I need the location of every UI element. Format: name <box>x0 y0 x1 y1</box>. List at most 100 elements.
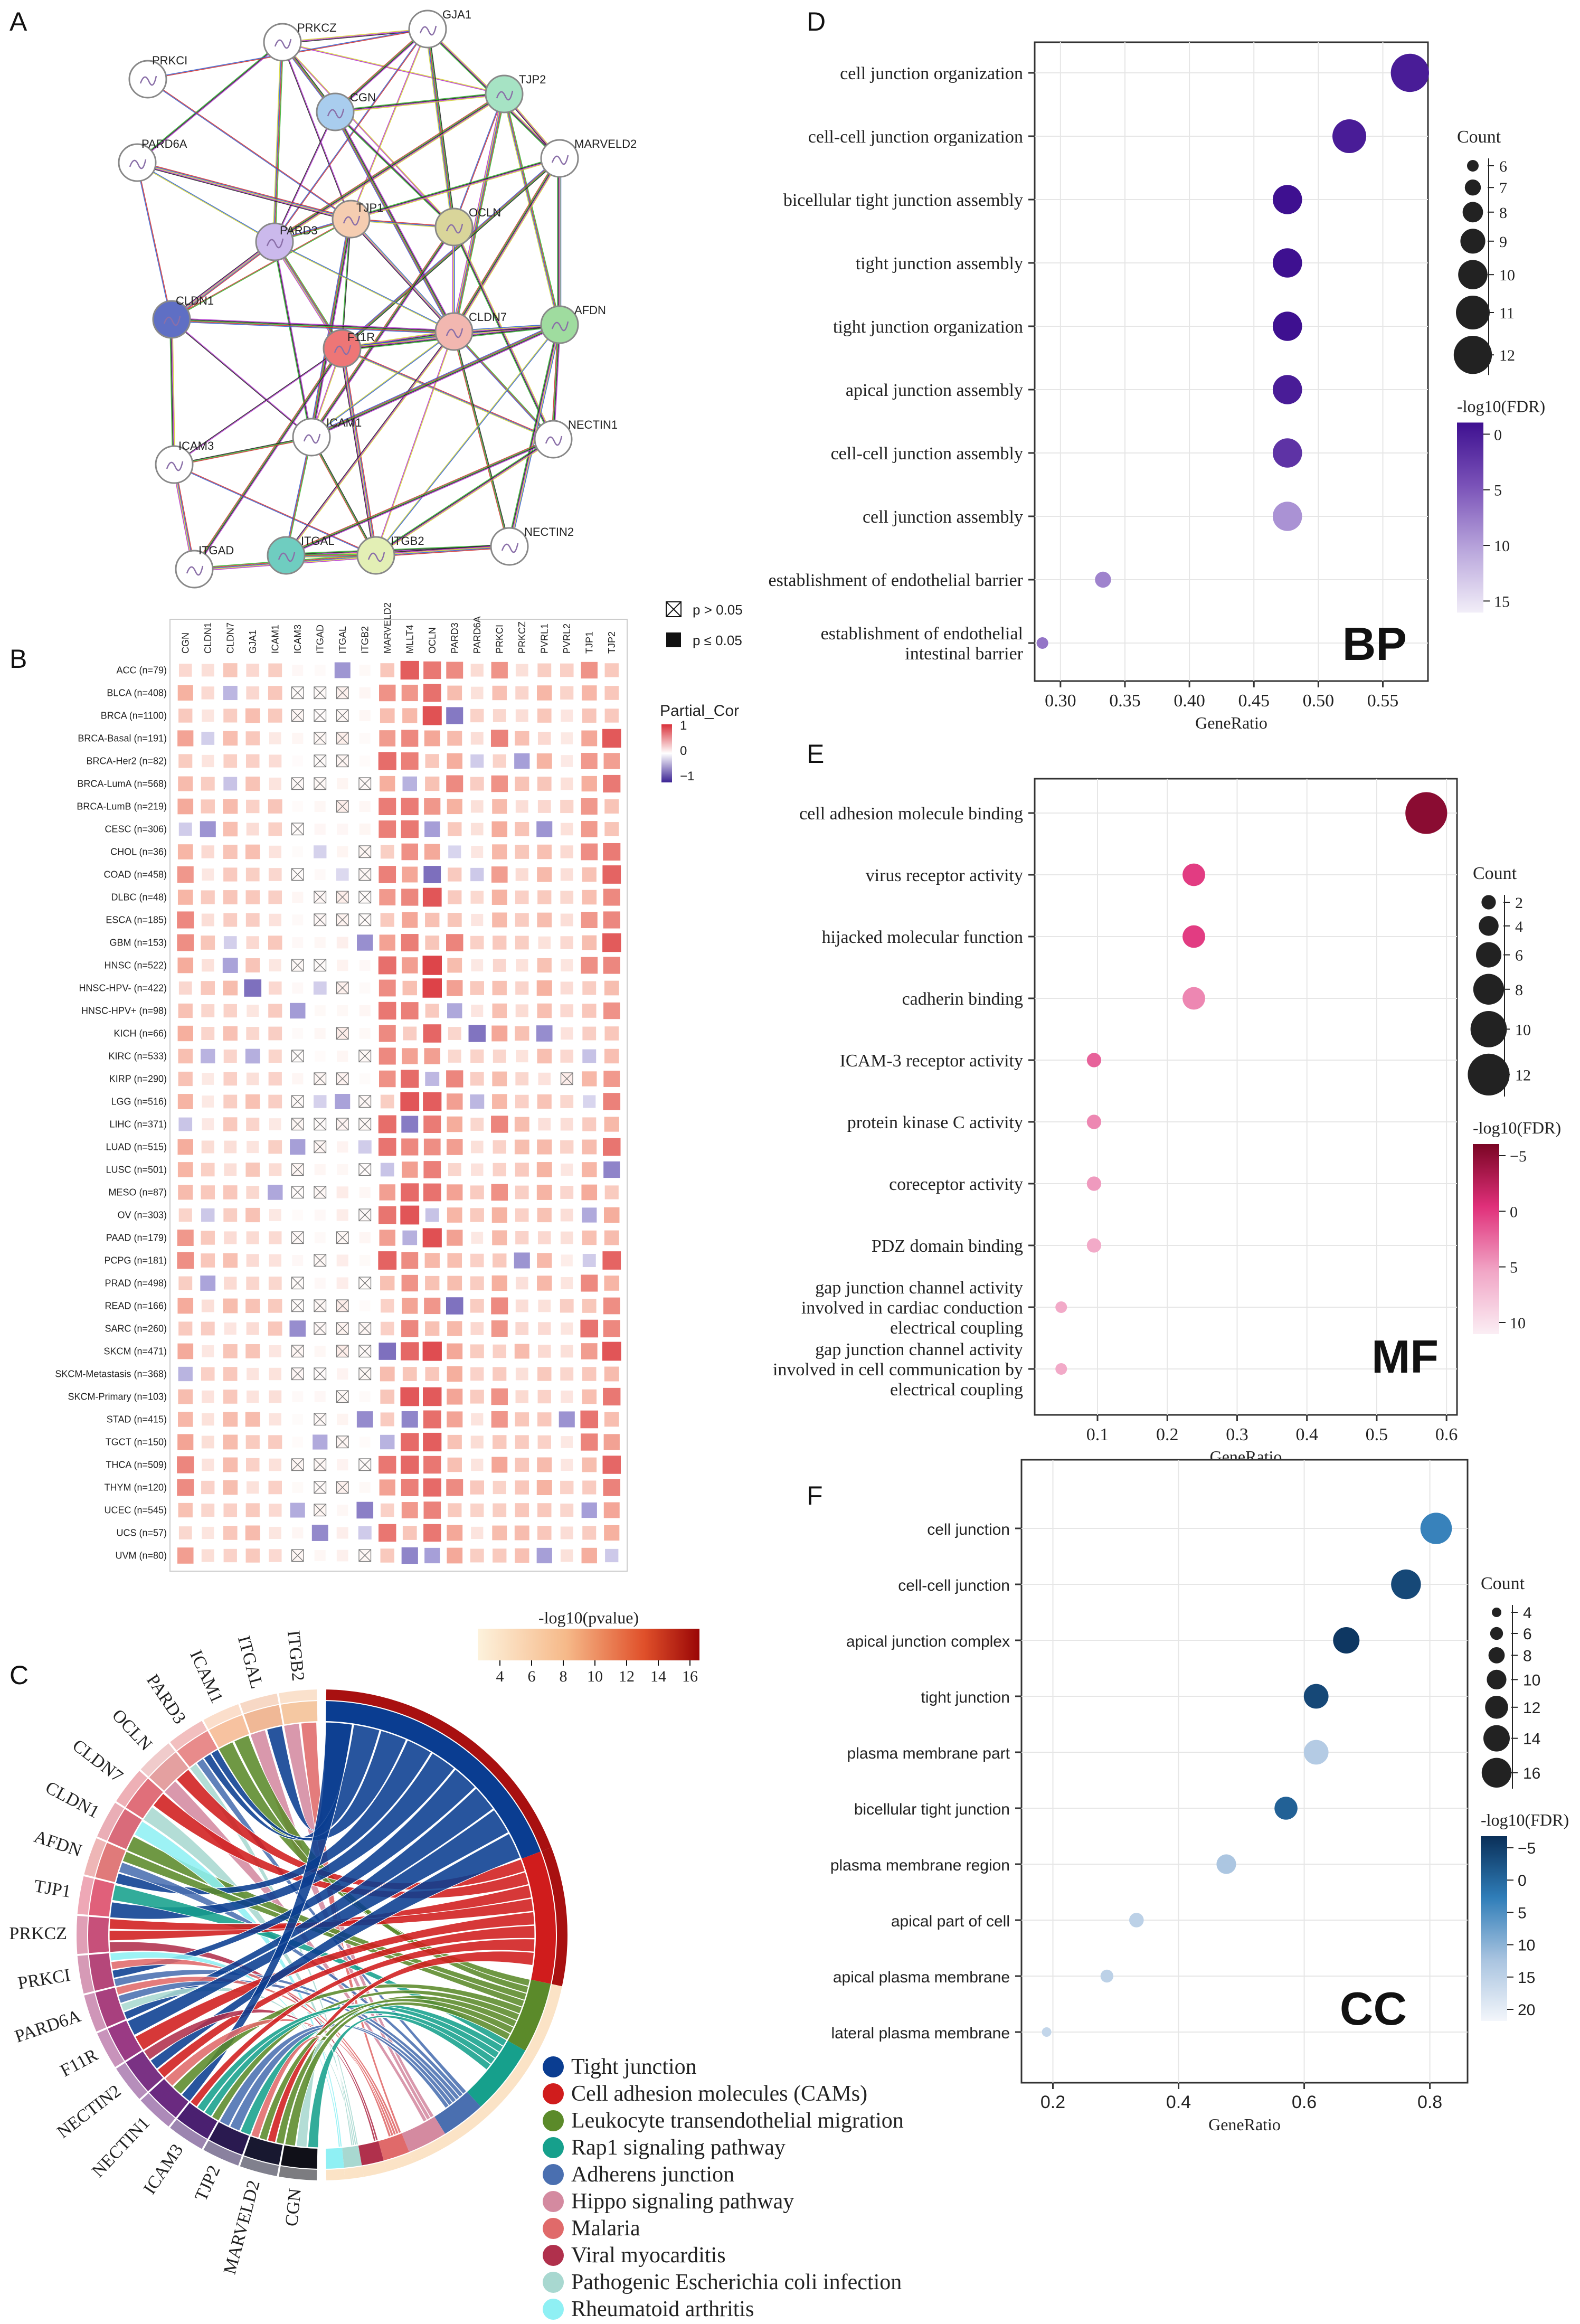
heatmap-cell <box>222 958 238 973</box>
dotplot-point <box>1182 987 1205 1010</box>
heatmap-cell <box>401 684 418 702</box>
heatmap-cell <box>602 1342 621 1361</box>
chord-colorbar-tick: 4 <box>496 1668 504 1685</box>
heatmap-cell <box>268 822 282 836</box>
heatmap-cell <box>538 1322 551 1335</box>
heatmap-cell <box>515 1185 529 1199</box>
heatmap-cell <box>379 1230 395 1246</box>
network-edge <box>274 42 283 242</box>
heatmap-cancer-label: LIHC (n=371) <box>109 1119 167 1130</box>
heatmap-nonsig-cross <box>336 913 349 926</box>
heatmap-cell <box>560 913 573 927</box>
heatmap-cell <box>603 1502 620 1518</box>
heatmap-cell <box>246 1458 260 1472</box>
heatmap-cell <box>470 1253 484 1268</box>
heatmap-cell <box>400 660 419 680</box>
network-edge <box>172 319 176 465</box>
heatmap-cell <box>379 934 395 951</box>
heatmap-cell <box>470 867 484 882</box>
partial-correlation-heatmap-panel: CGN CLDN1 CLDN7 GJA1 ICAM1 ICAM3 ITGAD ITGAL ITG… <box>55 601 743 1572</box>
heatmap-cell <box>471 959 484 971</box>
network-edge <box>282 28 428 42</box>
heatmap-cell <box>422 706 442 725</box>
heatmap-cell <box>492 1071 507 1087</box>
dotplot-term-label: bicellular tight junction <box>854 1801 1010 1818</box>
heatmap-cell <box>493 754 506 768</box>
heatmap-cell <box>492 980 507 996</box>
heatmap-nonsig-cross <box>291 868 304 881</box>
size-legend-value: 14 <box>1523 1731 1540 1748</box>
heatmap-gene-label: ITGAL <box>337 626 348 654</box>
heatmap-cell <box>381 1299 394 1313</box>
heatmap-cell <box>269 1367 281 1381</box>
network-edge <box>309 225 453 437</box>
dotplot-ontology-tag: CC <box>1340 1982 1407 2035</box>
heatmap-nonsig-cross <box>358 1458 371 1471</box>
size-legend-value: 8 <box>1515 981 1523 999</box>
heatmap-cell <box>268 1094 282 1109</box>
heatmap-cell <box>201 777 215 791</box>
chord-gene-label: PRKCZ <box>9 1924 67 1943</box>
heatmap-cell <box>447 753 462 769</box>
heatmap-cell <box>245 776 260 791</box>
heatmap-colorbar-tick: −1 <box>680 769 694 783</box>
heatmap-cell <box>448 845 461 858</box>
heatmap-cell <box>537 844 552 859</box>
chord-gene-label: MARVELD2 <box>220 2178 264 2276</box>
heatmap-nonsig-cross <box>561 1072 573 1085</box>
heatmap-nonsig-cross <box>358 1095 371 1108</box>
heatmap-nonsig-cross <box>336 754 349 767</box>
heatmap-cell <box>515 1231 529 1245</box>
heatmap-nonsig-cross <box>336 1345 349 1357</box>
heatmap-cell <box>603 911 620 929</box>
heatmap-cell <box>201 664 214 677</box>
heatmap-cell <box>224 1140 237 1154</box>
dotplot-point <box>1055 1363 1067 1375</box>
heatmap-cell <box>581 912 598 928</box>
pathway-legend-swatch <box>543 2110 564 2131</box>
gene-outer-arc <box>279 1689 317 1704</box>
dotplot-term-label: electrical coupling <box>890 1380 1023 1400</box>
heatmap-cell <box>202 1118 214 1130</box>
heatmap-cell <box>561 959 573 972</box>
heatmap-cell <box>561 1390 573 1403</box>
heatmap-nonsig-box <box>336 1299 349 1312</box>
dotplot-term-label: cadherin binding <box>902 989 1023 1009</box>
heatmap-cell <box>470 777 484 791</box>
chord-ribbon <box>109 1951 341 2148</box>
pathway-legend-label: Rheumatoid arthritis <box>571 2297 754 2321</box>
heatmap-cell <box>515 1026 529 1041</box>
heatmap-cell <box>447 798 462 815</box>
size-legend-dot <box>1485 1696 1508 1719</box>
network-edge <box>310 437 376 556</box>
heatmap-cell <box>178 1321 193 1336</box>
dotplot-point <box>1182 925 1205 948</box>
heatmap-cell <box>202 1458 214 1471</box>
heatmap-cell <box>582 1049 597 1063</box>
dotplot-frame <box>1020 1459 1469 2084</box>
heatmap-cell <box>401 820 419 838</box>
heatmap-cell <box>401 1456 419 1474</box>
network-node-label: ICAM3 <box>178 439 214 452</box>
heatmap-cell <box>537 777 552 791</box>
chord-colorbar <box>478 1629 699 1660</box>
heatmap-cell <box>471 1163 484 1176</box>
pathway-arc <box>434 2092 481 2134</box>
heatmap-nonsig-box <box>358 891 372 904</box>
pathway-legend-label: Adherens junction <box>571 2162 734 2187</box>
heatmap-cell <box>470 732 484 745</box>
heatmap-nonsig-box <box>314 777 327 790</box>
heatmap-cell <box>538 1345 551 1358</box>
heatmap-cell <box>537 1526 552 1540</box>
heatmap-cell <box>470 1503 484 1517</box>
dotplot-point <box>1272 375 1302 404</box>
heatmap-cell <box>201 981 215 995</box>
heatmap-cell <box>359 1028 371 1039</box>
heatmap-cell <box>336 1277 348 1289</box>
network-edge <box>334 27 427 111</box>
heatmap-cell <box>292 1073 304 1085</box>
heatmap-nonsig-box <box>314 1322 327 1335</box>
heatmap-cell <box>560 1480 574 1495</box>
heatmap-cell <box>401 1502 418 1518</box>
heatmap-cell <box>581 1274 598 1292</box>
